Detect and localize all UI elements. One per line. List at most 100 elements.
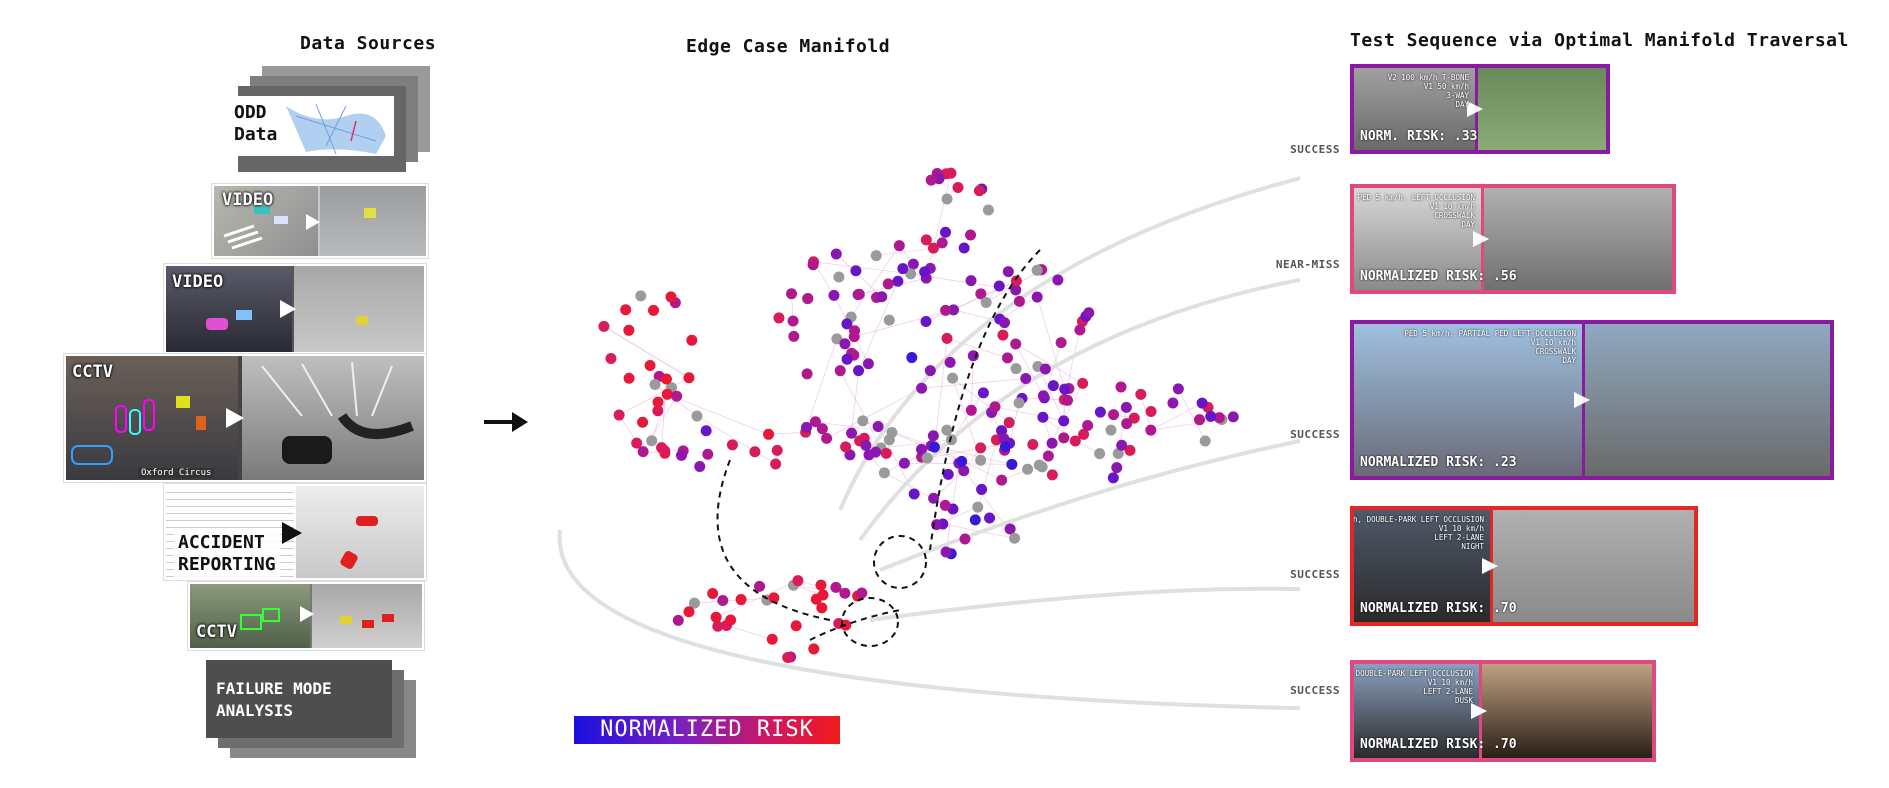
- manifold-node: [1037, 390, 1049, 402]
- manifold-edge: [696, 415, 776, 465]
- manifold-node: [1116, 439, 1128, 451]
- cctv-frame: [66, 356, 238, 480]
- sim-vehicle: [340, 616, 352, 624]
- white-arrow-icon: [226, 408, 244, 428]
- failure-mode-label: FAILURE MODE ANALYSIS: [216, 679, 332, 720]
- scenario-parameters: V2 VTURN, DOUBLE-PARK LEFT OCCLUSION V1 …: [1355, 669, 1473, 705]
- traversal-path-segment: [716, 459, 831, 621]
- manifold-node: [1077, 377, 1089, 389]
- manifold-edge: [881, 439, 952, 449]
- manifold-edge: [958, 462, 1015, 539]
- manifold-node: [830, 248, 842, 260]
- manifold-node: [841, 353, 853, 365]
- manifold-node: [880, 447, 892, 459]
- manifold-edge: [858, 281, 899, 371]
- real-world-pane: [1475, 68, 1606, 150]
- manifold-node: [672, 614, 684, 626]
- test-outcome-label-2: NEAR-MISS: [1275, 258, 1340, 271]
- manifold-node: [973, 185, 985, 197]
- manifold-node: [1013, 295, 1025, 307]
- manifold-node: [649, 378, 661, 390]
- manifold-node: [862, 358, 874, 370]
- manifold-node: [834, 365, 846, 377]
- manifold-node: [1069, 435, 1081, 447]
- manifold-edge: [1036, 296, 1066, 390]
- manifold-node: [768, 592, 780, 604]
- manifold-node: [947, 304, 959, 316]
- manifold-edge: [791, 293, 795, 337]
- manifold-node: [1027, 439, 1039, 451]
- test-outcome-label-1: SUCCESS: [1290, 143, 1340, 156]
- manifold-node: [1052, 274, 1064, 286]
- manifold-node: [905, 268, 917, 280]
- manifold-edge: [839, 370, 882, 449]
- normalized-risk-value: NORMALIZED RISK: .70: [1360, 601, 1517, 616]
- test-sequence-heading: Test Sequence via Optimal Manifold Trave…: [1350, 30, 1849, 51]
- traversal-swoop-arrow: [838, 176, 1300, 511]
- manifold-node: [1010, 363, 1022, 375]
- traversal-path-segment: [809, 609, 901, 641]
- manifold-node: [839, 587, 851, 599]
- manifold-node: [945, 167, 957, 179]
- manifold-nodes: [598, 167, 1239, 664]
- cctv-detections-graphic: [71, 396, 206, 465]
- sim-render-pane: [1354, 510, 1490, 622]
- manifold-node: [635, 290, 647, 302]
- manifold-node: [863, 449, 875, 461]
- manifold-node: [980, 296, 992, 308]
- traversal-focus-ring: [873, 535, 927, 589]
- manifold-edge: [1001, 464, 1040, 481]
- manifold-edge: [994, 406, 1064, 422]
- manifold-node: [816, 423, 828, 435]
- manifold-node: [958, 242, 970, 254]
- manifold-edge: [726, 625, 773, 640]
- manifold-edge: [946, 338, 1008, 359]
- manifold-node: [975, 288, 987, 300]
- real-world-pane: [1490, 510, 1694, 622]
- scenario-parameters: PED 5 km/h, PARTIAL PED LEFT-OCCLUSION V…: [1404, 329, 1576, 365]
- manifold-node: [846, 427, 858, 439]
- manifold-node: [976, 483, 988, 495]
- traversal-swoop-arrow: [557, 529, 1300, 710]
- manifold-node: [828, 289, 840, 301]
- accident-reporting-label: ACCIDENT REPORTING: [174, 530, 280, 578]
- simulation-frame: [312, 584, 422, 648]
- detection-box: [240, 614, 262, 630]
- manifold-node: [1167, 397, 1179, 409]
- manifold-node: [754, 580, 766, 592]
- scenario-parameters: PED 5 km/h, LEFT-OCCLUSION V1 10 km/h CR…: [1357, 193, 1475, 229]
- detection-box: [262, 608, 280, 622]
- manifold-edge: [618, 377, 690, 416]
- manifold-node: [816, 602, 828, 614]
- manifold-node: [1074, 324, 1086, 336]
- traversal-path: [716, 249, 1041, 647]
- manifold-node: [897, 263, 909, 275]
- manifold-node: [1094, 406, 1106, 418]
- manifold-node: [1002, 266, 1014, 278]
- manifold-edge: [921, 378, 1026, 389]
- manifold-node: [1058, 415, 1070, 427]
- manifold-node: [631, 437, 643, 449]
- manifold-edge: [850, 245, 900, 318]
- sim-render-pane: [1354, 68, 1475, 150]
- manifold-node: [712, 620, 724, 632]
- manifold-node: [821, 432, 833, 444]
- manifold-node: [1037, 411, 1049, 423]
- manifold-node: [1046, 469, 1058, 481]
- manifold-node: [947, 372, 959, 384]
- manifold-node: [809, 416, 821, 428]
- manifold-node: [623, 324, 635, 336]
- manifold-node: [637, 446, 649, 458]
- manifold-node: [907, 258, 919, 270]
- manifold-node: [1010, 284, 1022, 296]
- manifold-node: [999, 441, 1011, 453]
- normalized-risk-value: NORM. RISK: .33: [1360, 129, 1478, 144]
- manifold-node: [921, 452, 933, 464]
- manifold-node: [872, 420, 884, 432]
- manifold-node: [815, 579, 827, 591]
- manifold-node: [1059, 383, 1071, 395]
- manifold-node: [1061, 394, 1073, 406]
- manifold-node: [1108, 409, 1120, 421]
- manifold-node: [691, 410, 703, 422]
- video-source-card-1: VIDEO: [212, 184, 428, 258]
